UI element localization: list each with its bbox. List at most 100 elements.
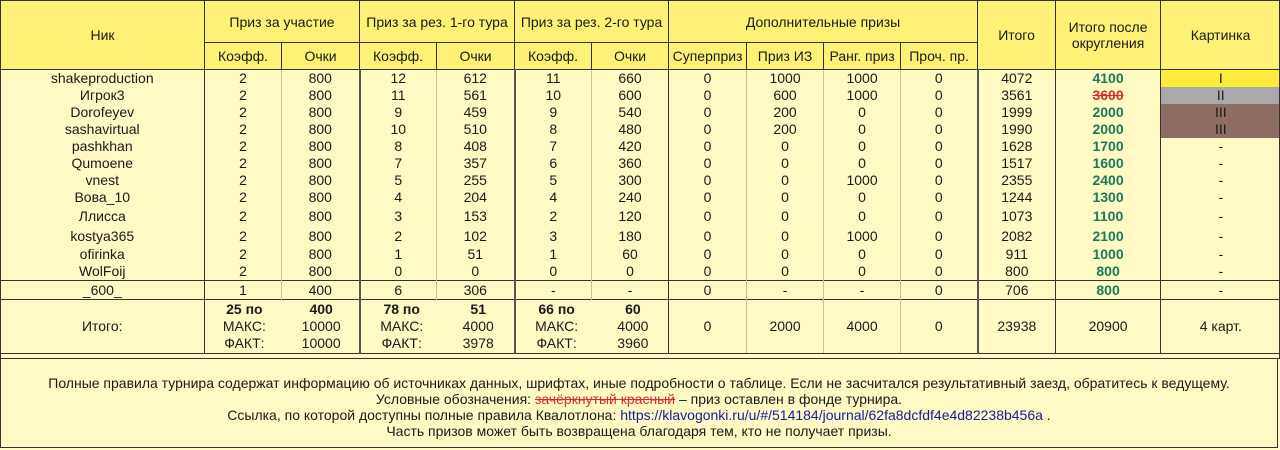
total-rounded: 1600	[1055, 155, 1161, 172]
rank-prize: 0	[823, 121, 901, 138]
round1-coef: 10	[358, 121, 437, 138]
participation-points: 800	[280, 263, 360, 281]
picture: III	[1160, 104, 1280, 121]
round2-points: 120	[591, 206, 669, 226]
superprize: 0	[668, 121, 747, 138]
rank-prize: 1000	[823, 226, 901, 246]
header-picture: Картинка	[1160, 0, 1280, 70]
round2-coef: -	[513, 280, 592, 300]
other-prize: 0	[900, 87, 978, 104]
total: 3561	[976, 87, 1056, 104]
table-row: Игрок3 2 800 11 561 10 600 0 600 1000 0 3561 3600 II	[0, 87, 1280, 104]
nick-cell: vnest	[0, 172, 205, 189]
max-label: МАКС:	[535, 318, 579, 334]
nick-cell: Ллисса	[0, 206, 205, 226]
total: 1999	[976, 104, 1056, 121]
nick-cell: Dorofeyev	[0, 104, 205, 121]
participation-points: 800	[280, 189, 360, 206]
round1-coef: 11	[358, 87, 437, 104]
header-superprize: Суперприз	[668, 42, 748, 70]
participation-coef: 2	[204, 226, 282, 246]
table-row: sashavirtual 2 800 10 510 8 480 0 200 0 0 1990 2000 I…	[0, 121, 1280, 138]
prize-table: Ник Приз за участие Приз за рез. 1-го ту…	[0, 0, 1280, 354]
round1-coef: 1	[358, 246, 437, 263]
total-rounded: 2100	[1055, 226, 1161, 246]
round1-coef: 8	[358, 138, 437, 155]
totals-superprize: 0	[668, 299, 747, 354]
round2-points: 600	[591, 87, 669, 104]
round2-points: 60	[591, 246, 669, 263]
round2-points: 480	[591, 121, 669, 138]
per-value: 51	[470, 301, 486, 317]
prize-iz: 200	[746, 121, 824, 138]
round2-coef: 0	[513, 263, 592, 281]
nick-cell: kostya365	[0, 226, 205, 246]
other-prize: 0	[900, 189, 978, 206]
link-suffix: .	[1042, 407, 1051, 423]
round1-coef: 2	[358, 226, 437, 246]
total: 1517	[976, 155, 1056, 172]
other-prize: 0	[900, 226, 978, 246]
round1-points: 357	[436, 155, 515, 172]
participation-coef: 2	[204, 206, 282, 226]
round1-points: 153	[436, 206, 515, 226]
max-value: 4000	[617, 318, 649, 334]
round1-points: 459	[436, 104, 515, 121]
legend-suffix: – приз оставлен в фонде турнира.	[675, 391, 903, 407]
participation-coef: 2	[204, 172, 282, 189]
superprize: 0	[668, 280, 747, 300]
total: 911	[976, 246, 1056, 263]
rank-prize: 1000	[823, 69, 901, 87]
total-rounded: 2000	[1055, 104, 1161, 121]
participation-points: 800	[280, 206, 360, 226]
picture: -	[1160, 138, 1280, 155]
round2-points: 540	[591, 104, 669, 121]
participation-points: 800	[280, 155, 360, 172]
round2-coef: 2	[513, 206, 592, 226]
totals-round2: 66 по МАКС: ФАКТ: 60 4000 3960	[513, 299, 669, 354]
picture: III	[1160, 121, 1280, 138]
totals-row: Итого: 25 по МАКС: ФАКТ: 400 10000 10000 78 …	[0, 299, 1280, 354]
rank-prize: 0	[823, 155, 901, 172]
round1-points: 306	[436, 280, 515, 300]
fact-label: ФАКТ:	[224, 335, 265, 351]
superprize: 0	[668, 172, 747, 189]
totals-prize-iz: 2000	[746, 299, 824, 354]
total: 1244	[976, 189, 1056, 206]
superprize: 0	[668, 69, 747, 87]
rank-prize: 0	[823, 263, 901, 281]
totals-total: 23938	[976, 299, 1056, 354]
rank-prize: 0	[823, 138, 901, 155]
participation-coef: 2	[204, 263, 282, 281]
round2-points: 300	[591, 172, 669, 189]
table-row: shakeproduction 2 800 12 612 11 660 0 1000 1000 0 4…	[0, 69, 1280, 87]
total-rounded: 1300	[1055, 189, 1161, 206]
header-participation: Приз за участие	[203, 0, 361, 43]
per-value: 60	[625, 301, 641, 317]
round1-coef: 12	[358, 69, 437, 87]
table-row: kostya365 2 800 2 102 3 180 0 0 1000 0 2082 2100-	[0, 226, 1280, 246]
rank-prize: 0	[823, 246, 901, 263]
round1-points: 51	[436, 246, 515, 263]
round2-coef: 5	[513, 172, 592, 189]
header-round2: Приз за рез. 2-го тура	[514, 0, 670, 43]
link-prefix: Ссылка, по которой доступны полные прави…	[227, 407, 621, 423]
round2-points: 240	[591, 189, 669, 206]
prize-iz: 0	[746, 172, 824, 189]
rules-link[interactable]: https://klavogonki.ru/u/#/514184/journal…	[620, 407, 1043, 423]
total: 800	[976, 263, 1056, 281]
other-prize: 0	[900, 121, 978, 138]
participation-coef: 2	[204, 138, 282, 155]
participation-points: 800	[280, 226, 360, 246]
picture: -	[1160, 172, 1280, 189]
nick-cell: WolFoij	[0, 263, 205, 281]
header-other-prize: Проч. пр.	[900, 42, 979, 70]
footer-line-rules: Полные правила турнира содержат информац…	[48, 375, 1230, 391]
round1-coef: 4	[358, 189, 437, 206]
picture: II	[1160, 87, 1280, 104]
picture: -	[1160, 226, 1280, 246]
prize-iz: 600	[746, 87, 824, 104]
total-rounded: 2000	[1055, 121, 1161, 138]
round2-coef: 1	[513, 246, 592, 263]
total-rounded: 3600	[1055, 87, 1161, 104]
